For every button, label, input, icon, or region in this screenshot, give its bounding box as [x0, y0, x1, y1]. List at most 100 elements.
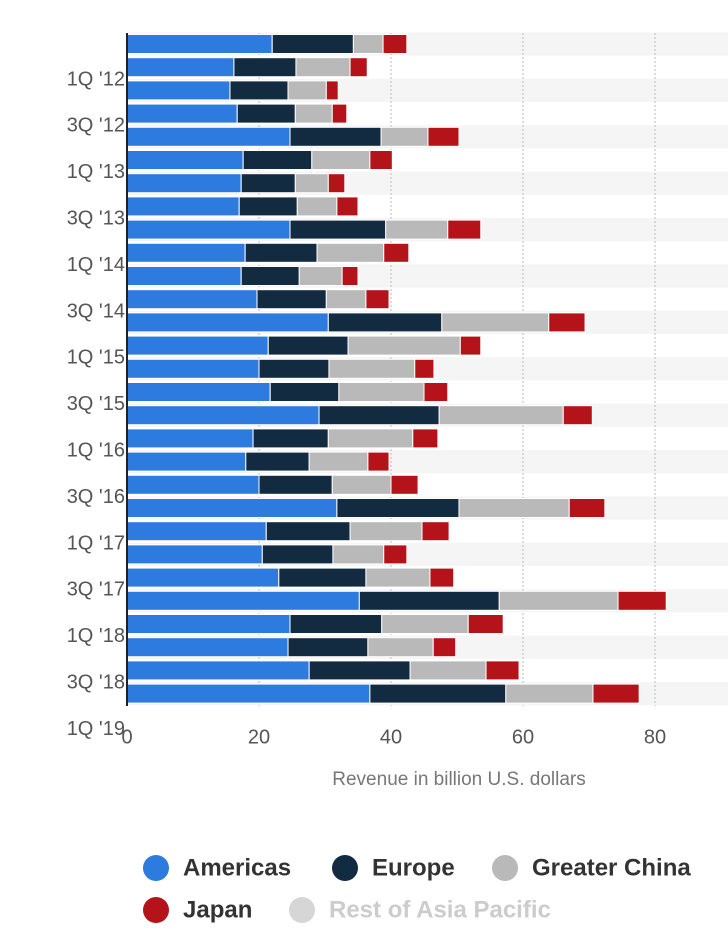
y-tick-label: 3Q '15 [67, 393, 125, 415]
bar-segment [341, 266, 359, 286]
legend-label: Japan [183, 896, 252, 923]
bar-segment [240, 173, 296, 194]
bar-segment [505, 683, 594, 704]
bar-segment [327, 312, 443, 333]
bar-segment [568, 498, 606, 518]
bar-segment [261, 544, 334, 565]
bar-segment [269, 382, 340, 402]
bar-segment [289, 126, 382, 147]
bar-segment [233, 57, 297, 78]
bar-segment [126, 474, 260, 495]
bar-segment [256, 289, 327, 310]
bar-segment [258, 358, 330, 379]
bar-segment [126, 428, 254, 449]
bar-segment [367, 637, 434, 658]
legend-label: Rest of Asia Pacific [329, 896, 551, 923]
y-tick-label: 1Q '12 [67, 68, 125, 90]
bar-segment [278, 567, 367, 588]
y-tick-label: 3Q '17 [67, 579, 125, 601]
bar-segment [126, 242, 246, 263]
bars [126, 34, 667, 704]
bar-segment [258, 474, 333, 495]
bar-segment [126, 57, 235, 78]
bar-segment [126, 544, 263, 565]
bar-segment [336, 498, 460, 518]
bar-segment [308, 660, 411, 681]
bar-segment [438, 405, 564, 426]
y-tick-label: 1Q '14 [67, 254, 125, 276]
bar-segment [126, 405, 320, 426]
bar-segment [382, 34, 408, 54]
bar-segment [369, 683, 507, 704]
bar-segment [332, 544, 385, 565]
bar-segment [252, 428, 329, 449]
y-tick-label: 1Q '18 [67, 625, 125, 647]
bar-segment [265, 521, 351, 542]
bar-segment [347, 335, 461, 356]
y-tick-label: 3Q '13 [67, 207, 125, 229]
bar-segment [242, 150, 313, 170]
bar-segment [458, 498, 570, 518]
legend-marker [143, 897, 169, 923]
bar-segment [421, 521, 450, 542]
bar-segment [380, 126, 429, 147]
legend-label: Europe [372, 854, 455, 881]
x-tick-label: 40 [380, 726, 402, 748]
bar-segment [236, 103, 296, 124]
x-axis-label: Revenue in billion U.S. dollars [332, 769, 585, 790]
bar-segment [409, 660, 487, 681]
x-tick-label: 0 [121, 726, 132, 748]
bar-segment [432, 637, 457, 658]
x-tick-label: 20 [248, 726, 270, 748]
bar-segment [229, 80, 289, 101]
bar-segment [318, 405, 440, 426]
bar-segment [295, 57, 351, 78]
bar-segment [126, 335, 269, 356]
bar-segment [562, 405, 593, 426]
legend-label: Americas [183, 854, 291, 881]
bar-segment [427, 126, 460, 147]
bar-segment [365, 289, 390, 310]
bar-segment [385, 219, 449, 240]
x-tick-label: 80 [644, 726, 666, 748]
bar-segment [414, 358, 435, 379]
bar-segment [126, 498, 338, 518]
bar-segment [316, 242, 385, 263]
bar-segment [126, 451, 247, 472]
bar-segment [126, 637, 289, 658]
bar-segment [126, 382, 271, 402]
bar-segment [294, 103, 333, 124]
bar-segment [441, 312, 550, 333]
bar-segment [381, 614, 469, 634]
bar-segment [126, 521, 267, 542]
bar-segment [459, 335, 482, 356]
bar-segment [126, 219, 291, 240]
bar-segment [126, 312, 329, 333]
y-tick-label: 1Q '15 [67, 347, 125, 369]
legend-marker [332, 855, 358, 881]
bar-segment [126, 173, 242, 194]
bar-segment [126, 660, 310, 681]
y-tick-label: 3Q '12 [67, 115, 125, 137]
y-tick-label: 1Q '17 [67, 532, 125, 554]
bar-segment [126, 683, 371, 704]
bar-segment [296, 196, 338, 217]
bar-segment [617, 590, 667, 611]
bar-segment [126, 150, 244, 170]
bar-segment [126, 80, 231, 101]
legend-marker [289, 897, 315, 923]
bar-segment [245, 451, 310, 472]
bar-segment [467, 614, 504, 634]
bar-segment [498, 590, 619, 611]
bar-segment [126, 103, 238, 124]
bar-segment [331, 103, 348, 124]
legend-marker [492, 855, 518, 881]
bar-segment [358, 590, 500, 611]
y-tick-label: 3Q '14 [67, 300, 125, 322]
bar-segment [327, 428, 414, 449]
bar-segment [126, 266, 242, 286]
bar-segment [447, 219, 482, 240]
y-tick-label: 1Q '19 [67, 718, 125, 740]
bar-segment [126, 289, 258, 310]
bar-segment [338, 382, 425, 402]
